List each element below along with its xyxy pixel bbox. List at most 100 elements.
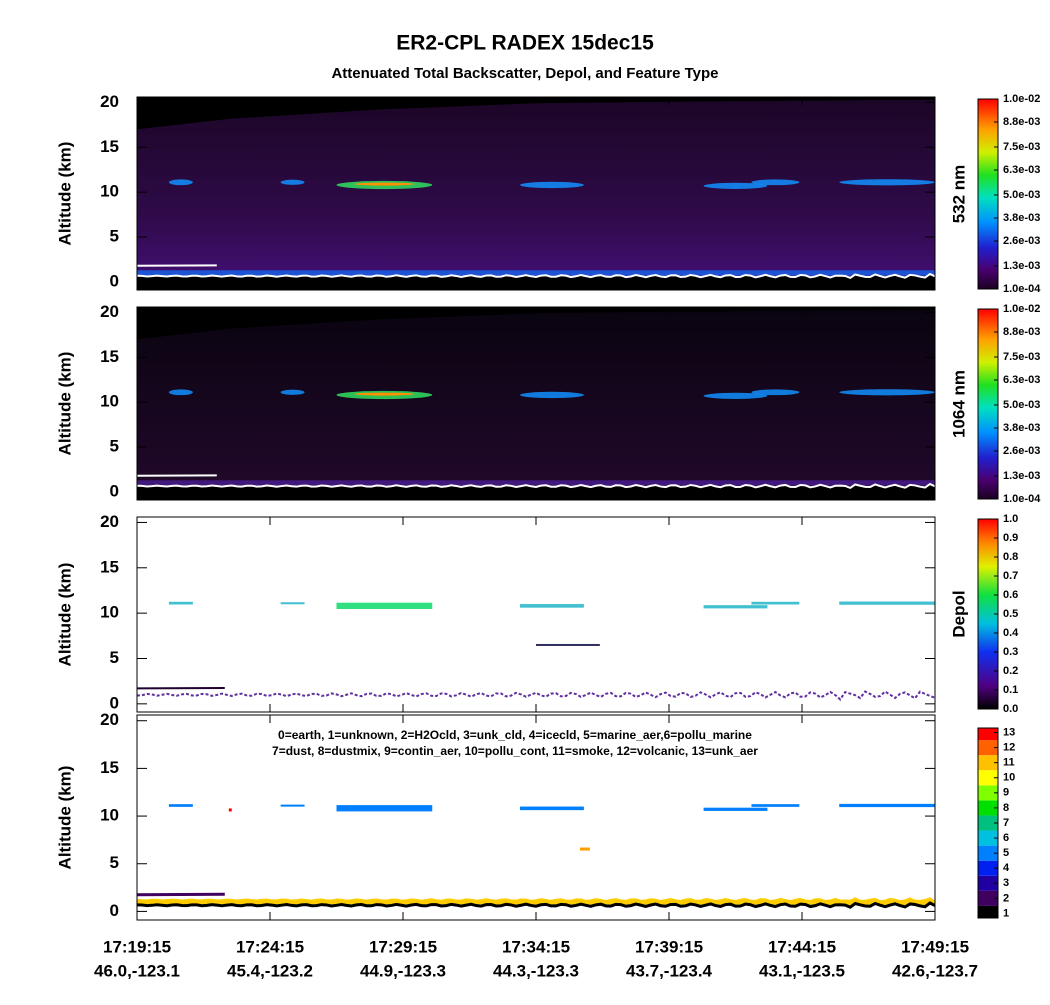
y-axis-label: Altitude (km) (55, 142, 74, 246)
scene (137, 97, 935, 290)
x-tick-location: 43.1,-123.5 (759, 961, 845, 980)
colorbar-tick-label: 7 (1003, 817, 1009, 829)
colorbar-tick-label: 6.3e-03 (1003, 374, 1040, 386)
y-tick-label: 0 (110, 901, 119, 920)
colorbar-label: Depol (949, 590, 968, 637)
depol-cloud (751, 602, 799, 605)
x-tick-time: 17:49:15 (901, 937, 969, 956)
y-tick-label: 15 (100, 347, 119, 366)
colorbar-tick-label: 11 (1003, 757, 1015, 769)
colorbar-tick-label: 0.3 (1003, 646, 1018, 658)
y-tick-label: 10 (100, 182, 119, 201)
colorbar (978, 309, 998, 499)
y-axis-label: Altitude (km) (55, 352, 74, 456)
cloud (839, 389, 935, 395)
x-tick-location: 43.7,-123.4 (626, 961, 713, 980)
cloud (751, 179, 799, 185)
depol-cloud (704, 605, 768, 608)
cloud (751, 389, 799, 395)
colorbar (978, 99, 998, 289)
y-tick-label: 20 (100, 710, 119, 729)
boundary-layer (137, 270, 935, 275)
x-tick-time: 17:34:15 (502, 937, 570, 956)
colorbar-tick-label: 2.6e-03 (1003, 235, 1040, 247)
colorbar-tick-label: 0.9 (1003, 532, 1018, 544)
colorbar-tick-label: 3 (1003, 877, 1009, 889)
colorbar-tick-label: 13 (1003, 726, 1015, 738)
colorbar-tick-label: 0.4 (1003, 627, 1019, 639)
y-tick-label: 20 (100, 92, 119, 111)
colorbar-tick-label: 3.8e-03 (1003, 422, 1040, 434)
y-tick-label: 5 (110, 227, 119, 246)
y-tick-label: 15 (100, 758, 119, 777)
x-tick-time: 17:24:15 (236, 937, 304, 956)
colorbar-tick-label: 0.8 (1003, 551, 1018, 563)
y-tick-label: 15 (100, 557, 119, 576)
feature-cloud (751, 804, 799, 807)
depol-cloud (520, 604, 584, 608)
y-axis-label: Altitude (km) (55, 563, 74, 667)
y-tick-label: 20 (100, 302, 119, 321)
plot-frame (137, 517, 935, 712)
colorbar-tick-label: 4 (1003, 862, 1010, 874)
feature-spot (229, 808, 232, 811)
colorbar-tick-label: 1.3e-03 (1003, 470, 1040, 482)
y-axis-label: Altitude (km) (55, 766, 74, 870)
cloud (839, 179, 935, 185)
feature-cloud (704, 808, 768, 811)
cloud (281, 390, 305, 395)
colorbar-tick-label: 10 (1003, 772, 1015, 784)
colorbar-cell (978, 728, 998, 740)
colorbar-tick-label: 0.7 (1003, 570, 1018, 582)
colorbar-tick-label: 7.5e-03 (1003, 141, 1040, 153)
subtitle: Attenuated Total Backscatter, Depol, and… (331, 65, 718, 82)
cloud-core (354, 393, 414, 396)
colorbar-tick-label: 2.6e-03 (1003, 445, 1040, 457)
cloud (169, 389, 193, 395)
colorbar-tick-label: 1.0e-04 (1003, 283, 1041, 295)
colorbar-tick-label: 1.0e-04 (1003, 493, 1041, 505)
colorbar-cell (978, 906, 998, 918)
boundary-layer (137, 480, 935, 485)
y-tick-label: 5 (110, 437, 119, 456)
colorbar-tick-label: 8.8e-03 (1003, 116, 1040, 128)
panel: 0 5 10 15 20 Altitude (km) 1.0e-04 1.3e-03 2.6e-… (55, 302, 1041, 505)
colorbar-tick-label: 2 (1003, 892, 1009, 904)
y-tick-label: 10 (100, 806, 119, 825)
y-tick-label: 0 (110, 271, 119, 290)
colorbar-tick-label: 1.3e-03 (1003, 260, 1040, 272)
scene (137, 602, 935, 700)
colorbar-tick-label: 0.5 (1003, 608, 1018, 620)
colorbar-tick-label: 6 (1003, 832, 1009, 844)
depol-aerosol (137, 692, 935, 700)
scene (137, 307, 935, 500)
annotation: 7=dust, 8=dustmix, 9=contin_aer, 10=poll… (272, 744, 758, 758)
feature-cloud (281, 805, 305, 807)
x-tick-time: 17:29:15 (369, 937, 437, 956)
y-tick-label: 20 (100, 512, 119, 531)
colorbar-tick-label: 1.0 (1003, 513, 1018, 525)
colorbar-tick-label: 12 (1003, 742, 1015, 754)
feature-cloud (337, 805, 433, 811)
colorbar-tick-label: 1 (1003, 907, 1009, 919)
colorbar-label: 532 nm (949, 165, 968, 224)
colorbar-tick-label: 0.2 (1003, 665, 1018, 677)
y-tick-label: 5 (110, 648, 119, 667)
x-tick-location: 44.9,-123.3 (360, 961, 446, 980)
atmosphere (137, 100, 935, 290)
colorbar-tick-label: 3.8e-03 (1003, 212, 1040, 224)
colorbar-tick-label: 8 (1003, 802, 1009, 814)
cloud (520, 182, 584, 188)
scene (137, 804, 935, 907)
depol-cloud (839, 602, 935, 605)
y-tick-label: 10 (100, 392, 119, 411)
atmosphere (137, 310, 935, 500)
colorbar-tick-label: 9 (1003, 787, 1009, 799)
feature-cloud (520, 807, 584, 811)
y-tick-label: 0 (110, 481, 119, 500)
cloud (169, 179, 193, 185)
colorbar-tick-label: 0.6 (1003, 589, 1018, 601)
